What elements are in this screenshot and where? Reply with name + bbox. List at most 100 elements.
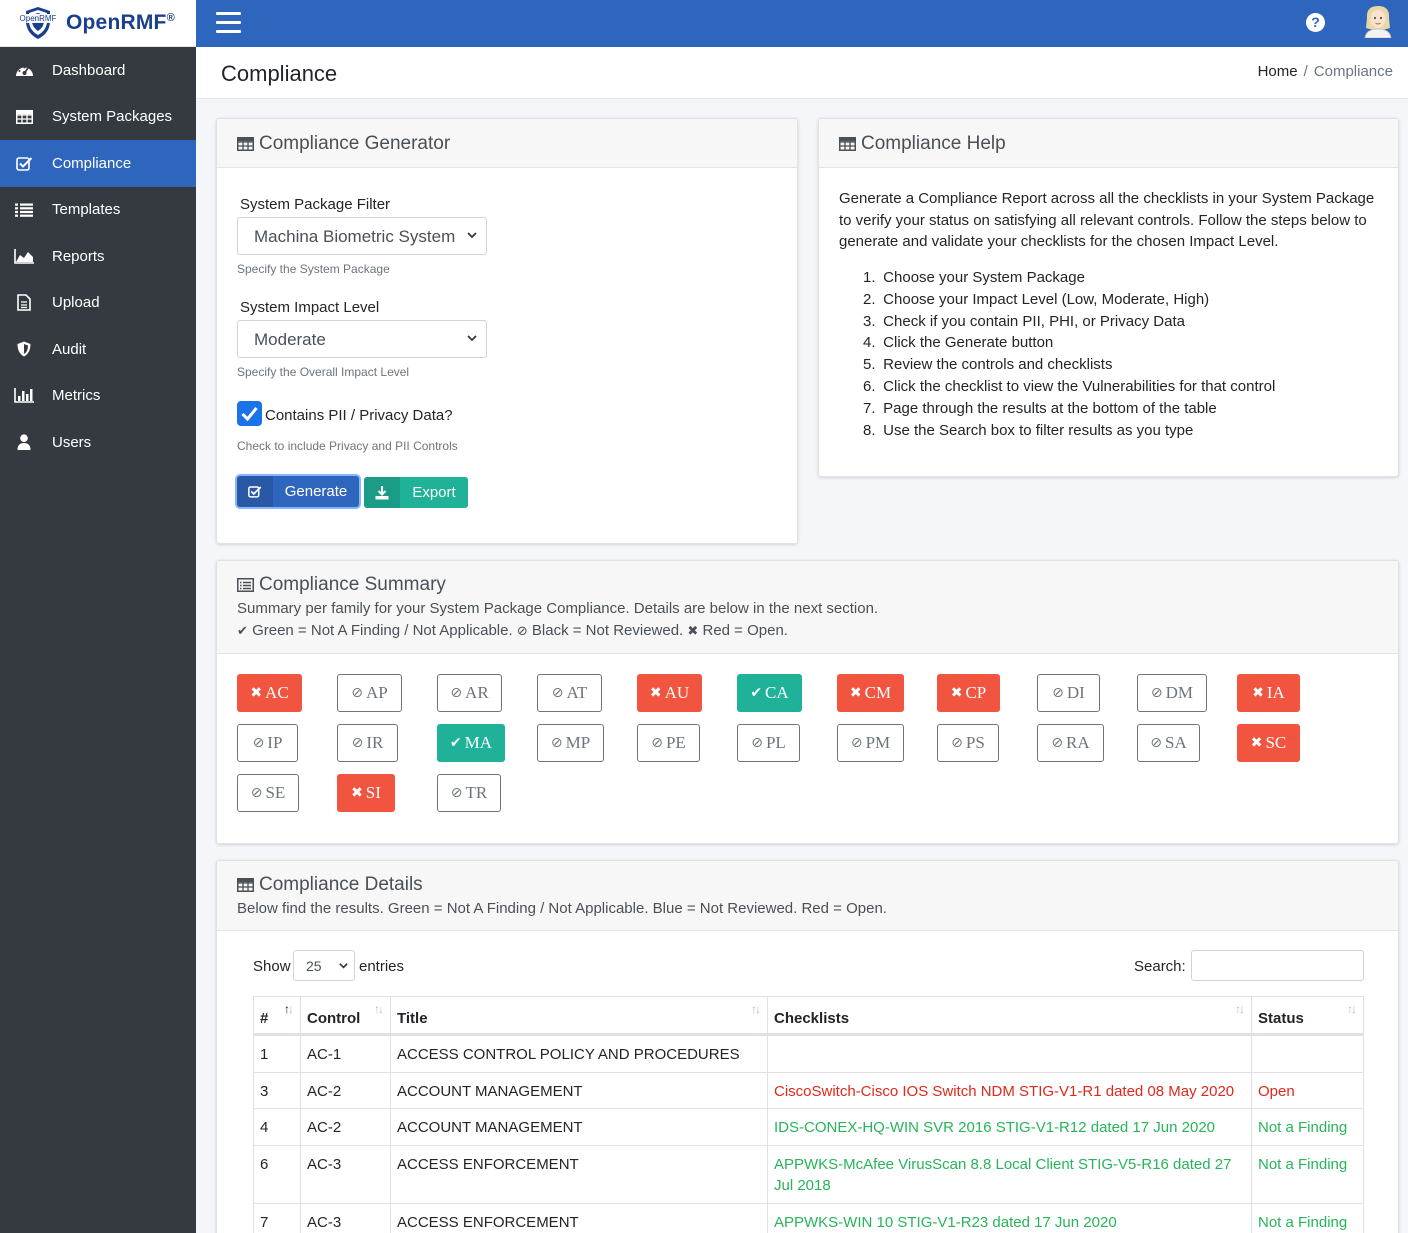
family-badge-ca[interactable]: ✔ CA <box>737 674 802 712</box>
compliance-summary-card: Compliance Summary Summary per family fo… <box>216 560 1399 844</box>
file-icon <box>13 294 35 312</box>
family-badge-ip[interactable]: ⊘ IP <box>237 724 298 762</box>
family-badge-pe[interactable]: ⊘ PE <box>637 724 700 762</box>
family-code: TR <box>465 783 488 802</box>
hamburger-menu-icon[interactable] <box>216 12 241 34</box>
family-badge-pl[interactable]: ⊘ PL <box>737 724 800 762</box>
cell-checklist[interactable]: CiscoSwitch-Cisco IOS Switch NDM STIG-V1… <box>767 1071 1252 1109</box>
table-icon <box>237 878 254 892</box>
sidebar-item-templates[interactable]: Templates <box>0 187 196 234</box>
brand[interactable]: OpenRMF OpenRMF® <box>0 0 196 47</box>
impact-level-select[interactable]: Moderate <box>237 320 487 358</box>
sidebar-item-system-packages[interactable]: System Packages <box>0 94 196 141</box>
times-icon: ✖ <box>649 685 662 701</box>
sidebar-item-upload[interactable]: Upload <box>0 280 196 327</box>
column-header-control[interactable]: Control ↑↓ <box>300 996 391 1036</box>
help-step: 6. Click the checklist to view the Vulne… <box>863 377 1276 395</box>
family-badge-au[interactable]: ✖ AU <box>637 674 702 712</box>
family-badge-sa[interactable]: ⊘ SA <box>1137 724 1200 762</box>
card-title: Compliance Summary <box>259 574 446 595</box>
ban-icon: ⊘ <box>1052 685 1064 701</box>
table-row[interactable]: 7 AC-3 ACCESS ENFORCEMENT APPWKS-WIN 10 STI… <box>253 1202 1364 1233</box>
sort-icon: ↑↓ <box>374 1002 384 1016</box>
family-code: AP <box>366 683 388 702</box>
table-row[interactable]: 3 AC-2 ACCOUNT MANAGEMENT CiscoSwitch-Cisco… <box>253 1071 1364 1109</box>
card-title: Compliance Help <box>861 133 1006 154</box>
system-package-select[interactable]: Machina Biometric System <box>237 217 487 255</box>
chevron-down-icon <box>467 335 477 342</box>
family-badge-dm[interactable]: ⊘ DM <box>1137 674 1207 712</box>
cell-checklist[interactable]: APPWKS-WIN 10 STIG-V1-R23 dated 17 Jun 2… <box>767 1202 1252 1233</box>
breadcrumb-home-link[interactable]: Home <box>1257 63 1298 80</box>
sort-icon: ↑↓ <box>284 1002 294 1016</box>
sidebar-item-compliance[interactable]: Compliance <box>0 140 196 187</box>
card-title: Compliance Details <box>259 874 423 895</box>
column-header-status[interactable]: Status ↑↓ <box>1251 996 1364 1036</box>
bar-chart-icon <box>13 387 35 405</box>
card-header: Compliance Details Below find the result… <box>217 861 1398 931</box>
family-badge-tr[interactable]: ⊘ TR <box>437 774 501 812</box>
pii-hint: Check to include Privacy and PII Control… <box>237 439 458 453</box>
generate-button[interactable]: Generate <box>237 476 359 507</box>
pii-checkbox[interactable] <box>237 401 262 426</box>
sidebar-item-audit[interactable]: Audit <box>0 326 196 373</box>
sidebar-item-label: Metrics <box>52 387 101 405</box>
column-header-checklists[interactable]: Checklists ↑↓ <box>767 996 1252 1036</box>
family-code: IP <box>267 733 283 752</box>
family-badge-cp[interactable]: ✖ CP <box>937 674 1000 712</box>
family-badge-sc[interactable]: ✖ SC <box>1237 724 1300 762</box>
family-code: PM <box>865 733 891 752</box>
export-button-label: Export <box>412 484 456 501</box>
compliance-details-card: Compliance Details Below find the result… <box>216 860 1399 1233</box>
family-badge-ar[interactable]: ⊘ AR <box>437 674 502 712</box>
cell-title: ACCESS CONTROL POLICY AND PROCEDURES <box>390 1034 768 1073</box>
family-badge-pm[interactable]: ⊘ PM <box>837 724 904 762</box>
column-header-title[interactable]: Title ↑↓ <box>390 996 768 1036</box>
user-avatar[interactable] <box>1362 4 1394 39</box>
check-icon: ✔ <box>750 685 763 701</box>
family-badge-ps[interactable]: ⊘ PS <box>937 724 999 762</box>
family-badge-cm[interactable]: ✖ CM <box>837 674 904 712</box>
table-row[interactable]: 4 AC-2 ACCOUNT MANAGEMENT IDS-CONEX-HQ-WIN … <box>253 1108 1364 1146</box>
page-length-select[interactable]: 25 <box>293 950 355 981</box>
family-badge-se[interactable]: ⊘ SE <box>237 774 299 812</box>
top-navbar: ? <box>196 0 1408 47</box>
cell-number: 7 <box>253 1202 301 1233</box>
dashboard-icon <box>13 61 35 79</box>
family-badge-ac[interactable]: ✖ AC <box>237 674 302 712</box>
table-row[interactable]: 6 AC-3 ACCESS ENFORCEMENT APPWKS-McAfee Vir… <box>253 1144 1364 1204</box>
family-badge-ma[interactable]: ✔ MA <box>437 724 505 762</box>
openrmf-logo: OpenRMF <box>16 5 60 41</box>
column-header-number[interactable]: # ↑↓ <box>253 996 301 1036</box>
sidebar-item-metrics[interactable]: Metrics <box>0 373 196 420</box>
family-badge-mp[interactable]: ⊘ MP <box>537 724 604 762</box>
family-badge-ap[interactable]: ⊘ AP <box>337 674 402 712</box>
times-icon: ✖ <box>351 785 363 801</box>
cell-checklist[interactable]: APPWKS-McAfee VirusScan 8.8 Local Client… <box>767 1144 1252 1204</box>
family-badge-si[interactable]: ✖ SI <box>337 774 395 812</box>
help-icon[interactable]: ? <box>1306 13 1325 32</box>
search-input[interactable] <box>1191 950 1364 981</box>
family-badge-ra[interactable]: ⊘ RA <box>1037 724 1104 762</box>
family-badge-ir[interactable]: ⊘ IR <box>337 724 398 762</box>
eye-slash-icon: ⊘ <box>516 623 528 638</box>
compliance-table: # ↑↓ Control ↑↓ Title ↑↓ Checklists ↑↓ Statu… <box>253 996 1364 1233</box>
download-icon <box>364 477 400 508</box>
family-code: PS <box>965 733 985 752</box>
card-header: Compliance Summary Summary per family fo… <box>217 561 1398 654</box>
sidebar-item-dashboard[interactable]: Dashboard <box>0 47 196 94</box>
family-badge-at[interactable]: ⊘ AT <box>537 674 602 712</box>
sidebar-item-users[interactable]: Users <box>0 419 196 466</box>
help-step: 5. Review the controls and checklists <box>863 356 1113 374</box>
export-button[interactable]: Export <box>364 477 468 508</box>
sort-icon: ↑↓ <box>751 1002 761 1016</box>
table-icon <box>839 137 856 151</box>
package-filter-label: System Package Filter <box>240 196 391 213</box>
cell-checklist[interactable]: IDS-CONEX-HQ-WIN SVR 2016 STIG-V1-R12 da… <box>767 1108 1252 1146</box>
family-code: SC <box>1265 733 1287 752</box>
sidebar-item-reports[interactable]: Reports <box>0 233 196 280</box>
family-badge-di[interactable]: ⊘ DI <box>1037 674 1100 712</box>
family-code: SI <box>365 783 381 802</box>
family-badge-ia[interactable]: ✖ IA <box>1237 674 1300 712</box>
table-row[interactable]: 1 AC-1 ACCESS CONTROL POLICY AND PROCEDURE… <box>253 1034 1364 1073</box>
